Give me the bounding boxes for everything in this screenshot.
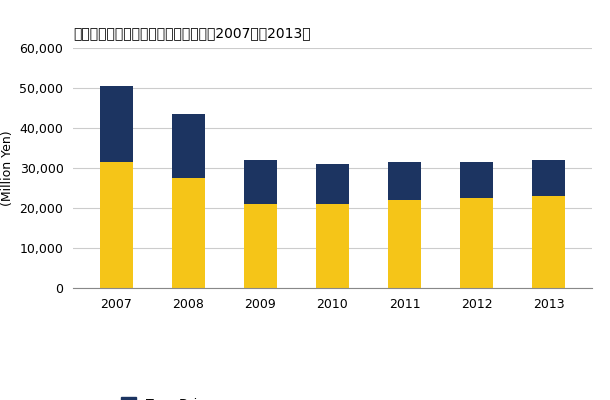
Bar — [388, 200, 421, 288]
Bar — [244, 204, 277, 288]
Bar — [172, 114, 204, 178]
Bar — [461, 162, 493, 198]
Bar — [244, 160, 277, 204]
Bar — [100, 162, 132, 288]
Bar — [461, 198, 493, 288]
Legend: Tape Drive, Tape Automation: Tape Drive, Tape Automation — [121, 397, 251, 400]
Text: テープストレージの国内売上額予測、2007年～2013年: テープストレージの国内売上額予測、2007年～2013年 — [73, 26, 311, 40]
Bar — [533, 160, 565, 196]
Bar — [316, 204, 349, 288]
Bar — [172, 178, 204, 288]
Y-axis label: (Million Yen): (Million Yen) — [1, 130, 14, 206]
Bar — [533, 196, 565, 288]
Bar — [316, 164, 349, 204]
Bar — [388, 162, 421, 200]
Bar — [100, 86, 132, 162]
